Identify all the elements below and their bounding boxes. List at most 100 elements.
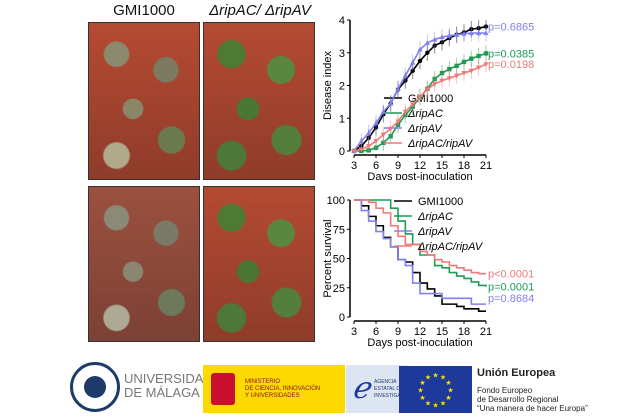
data-point <box>380 108 386 114</box>
y-tick-label: 75 <box>333 224 345 236</box>
label-gmi1000: GMI1000 <box>113 2 175 19</box>
eu-star-icon: ★ <box>440 374 446 382</box>
legend-label: ΔripAC <box>407 108 443 120</box>
photo-mutant-survival <box>203 186 315 342</box>
y-axis-label: Disease index <box>322 50 334 120</box>
data-point <box>366 130 372 135</box>
x-tick-label: 9 <box>395 326 401 338</box>
p-value-label: p=0.8684 <box>488 293 534 305</box>
p-value-label: p=0.0198 <box>488 59 534 71</box>
data-point <box>446 32 452 38</box>
data-point <box>351 149 357 154</box>
data-point <box>373 125 379 130</box>
data-point <box>454 31 460 37</box>
legend-label: ΔripAC/ripAV <box>417 241 484 253</box>
data-point <box>410 59 416 65</box>
data-point <box>476 53 481 59</box>
data-point <box>373 145 379 150</box>
y-tick-label: 3 <box>339 48 345 60</box>
y-tick-label: 0 <box>339 312 345 324</box>
x-tick-label: 18 <box>458 326 470 338</box>
data-point <box>439 34 445 40</box>
data-point <box>395 85 401 91</box>
data-point <box>461 71 467 76</box>
eu-line3: “Una manera de hacer Europa” <box>477 404 588 413</box>
data-point <box>424 40 430 45</box>
eu-star-icon: ★ <box>419 394 425 402</box>
y-tick-label: 1 <box>339 113 345 125</box>
data-point <box>373 139 379 144</box>
data-point <box>403 112 408 118</box>
eu-star-icon: ★ <box>425 374 431 382</box>
data-point <box>468 30 474 36</box>
eu-star-icon: ★ <box>417 387 423 395</box>
y-axis-label: Percent survival <box>322 219 334 297</box>
x-tick-label: 15 <box>436 326 448 338</box>
y-tick-label: 2 <box>339 81 345 93</box>
label-double-mutant: ΔripAC/ ΔripAV <box>209 2 311 19</box>
ministerio-logo: MINISTERIO DE CIENCIA, INNOVACIÓN Y UNIV… <box>203 365 345 413</box>
data-point <box>402 72 408 78</box>
legend-label: ΔripAC/ripAV <box>407 138 474 150</box>
uma-line1: UNIVERSIDAD <box>124 371 213 386</box>
eu-star-icon: ★ <box>447 387 453 395</box>
eu-star-icon: ★ <box>425 399 431 407</box>
eu-star-icon: ★ <box>445 394 451 402</box>
p-value-label: p=0.0385 <box>488 48 534 60</box>
data-point <box>358 138 364 144</box>
x-axis-label: Days post-inoculation <box>367 337 472 349</box>
data-point <box>373 120 379 126</box>
data-point <box>483 62 489 68</box>
data-point <box>366 148 371 153</box>
data-point <box>454 73 460 79</box>
ministerio-line2: DE CIENCIA, INNOVACIÓN <box>245 386 321 392</box>
eu-star-icon: ★ <box>440 399 446 407</box>
data-point <box>366 135 371 141</box>
agencia-logo: ℯ AGENCIA ESTATAL DE INVESTIGACIÓN <box>346 365 413 413</box>
data-point <box>476 25 481 31</box>
y-tick-label: 100 <box>327 195 345 207</box>
eu-title: Unión Europea <box>477 367 556 379</box>
data-point <box>410 68 415 73</box>
eu-line2: de Desarrollo Regional <box>477 395 559 404</box>
x-tick-label: 3 <box>351 160 357 172</box>
y-tick-label: 0 <box>339 146 345 158</box>
data-point <box>381 140 386 146</box>
legend-label: ΔripAV <box>407 123 443 135</box>
data-point <box>410 102 416 108</box>
x-tick-label: 6 <box>373 326 379 338</box>
spain-coat-of-arms-icon <box>211 373 235 405</box>
eu-star-icon: ★ <box>432 402 438 410</box>
data-point <box>439 40 445 45</box>
data-point <box>366 144 372 149</box>
x-tick-label: 18 <box>458 160 470 172</box>
uma-seal-logo <box>70 362 120 412</box>
data-point <box>476 30 482 36</box>
data-point <box>432 36 438 42</box>
ministerio-line3: Y UNIVERSIDADES <box>245 393 300 399</box>
data-point <box>476 65 482 71</box>
photo-mutant-disease <box>203 22 315 180</box>
eu-flag-icon: ★★★★★★★★★ ★ ★★ <box>399 366 472 413</box>
data-point <box>461 30 467 36</box>
legend-label: ΔripAV <box>417 226 453 238</box>
ministerio-line1: MINISTERIO <box>245 379 281 385</box>
y-tick-label: 50 <box>333 254 345 266</box>
data-point <box>432 43 437 48</box>
data-point <box>461 59 467 65</box>
data-point <box>432 81 438 87</box>
data-point <box>380 132 386 138</box>
agencia-e-icon: ℯ <box>352 372 370 405</box>
data-point <box>432 76 437 82</box>
p-value-label: p=0.0001 <box>488 282 534 294</box>
data-point <box>447 66 452 72</box>
y-tick-label: 25 <box>333 283 345 295</box>
data-point <box>395 119 401 125</box>
data-point <box>417 46 423 52</box>
p-value-label: p<0.0001 <box>488 269 534 281</box>
x-tick-label: 12 <box>414 326 426 338</box>
agencia-line1: AGENCIA <box>374 379 397 385</box>
photo-gmi1000-disease <box>88 22 200 180</box>
data-point <box>358 147 364 153</box>
data-point <box>468 68 474 74</box>
